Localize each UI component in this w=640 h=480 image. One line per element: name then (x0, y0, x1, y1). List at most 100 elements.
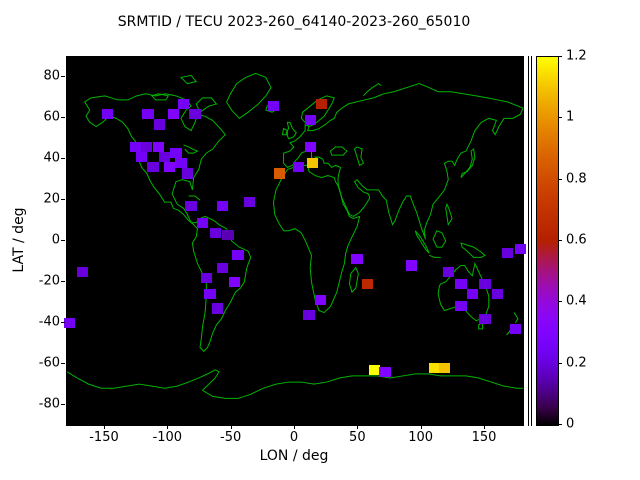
heatmap-cell (136, 152, 148, 163)
heatmap-cell (351, 254, 363, 265)
heatmap-cell (222, 229, 234, 240)
x-tick-label: 0 (289, 430, 299, 445)
heatmap-cell (189, 109, 201, 120)
heatmap-cell (228, 276, 240, 287)
colorbar-tick-mark (558, 178, 562, 180)
heatmap-cell (315, 98, 328, 110)
heatmap-cell (170, 148, 182, 159)
y-tick-label: 80 (43, 68, 60, 84)
heatmap-cell (129, 141, 142, 152)
heatmap-cell (196, 217, 209, 228)
x-axis-title: LON / deg (259, 448, 329, 464)
heatmap-cell (442, 266, 454, 277)
y-tick-mark (61, 76, 65, 78)
heatmap-cell (142, 109, 154, 120)
colorbar-tick-label: 0.6 (566, 232, 587, 248)
heatmap-cell (307, 158, 319, 169)
heatmap-cell (175, 158, 187, 169)
x-tick-mark (294, 425, 295, 429)
heatmap-cell (405, 260, 418, 271)
heatmap-cell (304, 141, 316, 152)
x-tick-mark (420, 425, 422, 429)
heatmap-cell (243, 197, 256, 208)
heatmap-cell (212, 303, 224, 314)
colorbar-tick-label: 0.8 (566, 171, 587, 187)
x-tick-label: -150 (89, 430, 119, 445)
y-tick-label: -80 (38, 396, 60, 412)
heatmap-cell (304, 115, 316, 126)
y-tick-label: 20 (43, 191, 60, 207)
colorbar-tick-label: 1.2 (566, 48, 587, 64)
heatmap-cell (63, 317, 76, 328)
heatmap-cell (455, 278, 467, 289)
heatmap-cell (479, 278, 491, 289)
heatmap-cell (455, 301, 467, 312)
heatmap-cell (479, 313, 491, 324)
x-tick-mark (230, 425, 232, 429)
y-tick-mark (61, 240, 65, 241)
heatmap-cell (502, 248, 514, 259)
x-tick-label: 100 (408, 430, 434, 445)
y-tick-label: -60 (38, 355, 60, 371)
heatmap-cell (314, 295, 326, 306)
heatmap-cell (177, 98, 190, 110)
y-tick-label: 0 (51, 232, 60, 248)
x-tick-label: 50 (349, 430, 366, 445)
heatmap-cell (438, 362, 451, 373)
heatmap-cell (274, 168, 286, 179)
y-tick-label: 40 (43, 150, 60, 166)
world-coastline-map (67, 57, 523, 425)
heatmap-cell (204, 289, 216, 300)
colorbar-tick-mark (558, 56, 562, 57)
separator-line (531, 56, 532, 426)
heatmap-cell (217, 262, 229, 273)
heatmap-cell (232, 250, 244, 261)
x-tick-label: -50 (220, 430, 242, 445)
colorbar-tick-mark (558, 301, 562, 303)
y-tick-label: 60 (43, 109, 60, 125)
y-tick-mark (61, 321, 65, 323)
heatmap-cell (509, 323, 522, 334)
heatmap-cell (303, 309, 315, 320)
colorbar-gradient (537, 57, 558, 425)
colorbar-tick-mark (558, 117, 562, 119)
colorbar-tick-mark (558, 424, 562, 425)
heatmap-cell (76, 266, 88, 277)
heatmap-cell (200, 272, 212, 283)
heatmap-cell (167, 109, 180, 120)
heatmap-cell (181, 168, 193, 179)
x-tick-mark (167, 425, 169, 429)
heatmap-cell (369, 364, 381, 375)
map-plot-area (63, 56, 527, 426)
y-tick-mark (61, 362, 65, 364)
heatmap-cell (141, 141, 153, 152)
y-tick-label: -40 (38, 314, 60, 330)
colorbar-tick-label: 0.4 (566, 293, 587, 309)
heatmap-cell (209, 227, 221, 238)
y-tick-mark (61, 117, 65, 119)
y-tick-mark (61, 199, 65, 201)
x-tick-mark (104, 425, 105, 429)
x-tick-mark (357, 425, 359, 429)
heatmap-cell (428, 362, 440, 373)
heatmap-cell (152, 141, 164, 152)
colorbar-tick-label: 0 (566, 416, 575, 432)
heatmap-cell (267, 101, 280, 112)
heatmap-cell (492, 289, 504, 300)
heatmap-cell (217, 201, 229, 212)
heatmap-cell (158, 152, 171, 163)
colorbar-tick-mark (558, 362, 562, 364)
x-tick-label: -100 (152, 430, 183, 445)
heatmap-cell (163, 162, 176, 173)
heatmap-cell (147, 162, 159, 173)
y-tick-label: -20 (38, 273, 60, 289)
separator-line (528, 56, 529, 426)
heatmap-cell (514, 244, 527, 255)
heatmap-cell (101, 109, 114, 120)
heatmap-cell (293, 162, 305, 173)
y-tick-mark (61, 158, 65, 160)
x-tick-mark (484, 425, 485, 429)
colorbar-tick-label: 1 (566, 109, 575, 125)
colorbar-tick-label: 0.2 (566, 355, 587, 371)
